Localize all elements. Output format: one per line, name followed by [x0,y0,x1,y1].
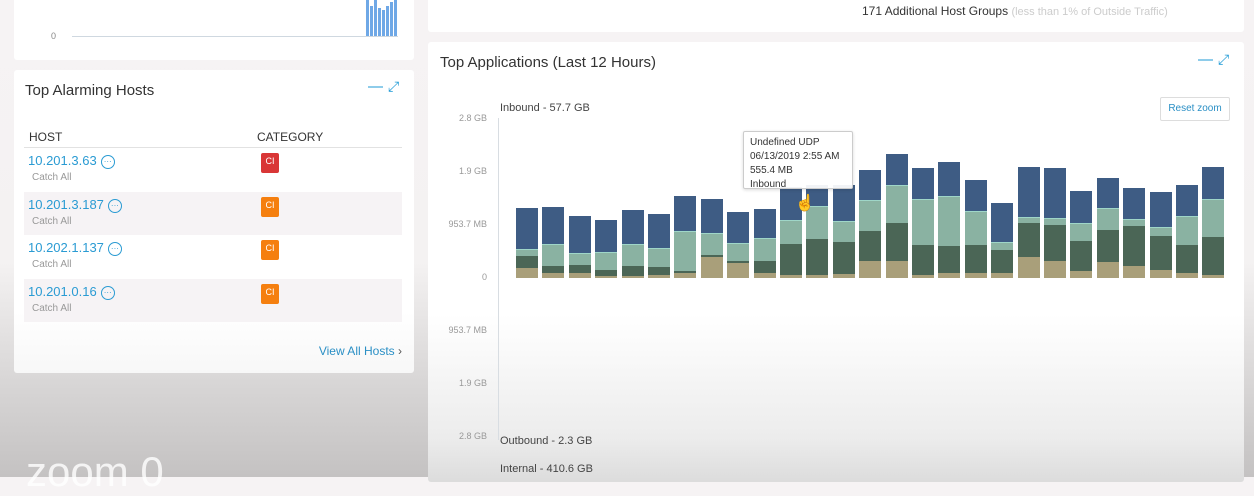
category-badge: CI [261,196,279,217]
mini-bar-chart [366,0,398,36]
host-groups-card: 171 Additional Host Groups (less than 1%… [428,0,1244,32]
card-title: Top Alarming Hosts [25,82,155,99]
mini-bar [366,0,369,36]
table-row: 10.201.3.63 ··· Catch All CI [24,148,402,191]
table-row: 10.201.0.16 ··· Catch All CI [24,278,402,322]
category-badge: CI [261,283,279,304]
host-link[interactable]: 10.202.1.137 ··· [28,240,122,256]
mini-bar [394,0,397,36]
category-badge: CI [261,153,279,173]
reset-zoom-button[interactable]: Reset zoom [1160,97,1230,121]
mini-bar [390,2,393,36]
header-divider [24,147,402,148]
mini-bar [382,10,385,36]
more-options-icon[interactable]: ··· [100,155,115,169]
traffic-card: 0 [14,0,414,60]
y-axis-zero-label: 0 [51,31,57,41]
axis-baseline [72,36,398,37]
mini-bar [378,8,381,36]
table-row: 10.202.1.137 ··· Catch All CI [24,235,402,278]
mini-bar [386,6,389,36]
card-title: Top Applications (Last 12 Hours) [440,54,656,71]
host-link[interactable]: 10.201.3.63 ··· [28,153,115,169]
column-header-category: CATEGORY [257,130,324,144]
minimize-icon[interactable]: — [1198,51,1213,68]
more-options-icon[interactable]: ··· [100,285,115,300]
host-group: Catch All [32,215,72,227]
host-link[interactable]: 10.201.0.16 ··· [28,284,115,300]
host-group: Catch All [32,302,72,314]
additional-host-groups: 171 Additional Host Groups (less than 1%… [862,4,1168,18]
zoom-overlay-text: zoom 0 [26,448,164,495]
view-all-hosts-link[interactable]: View All Hosts › [318,344,402,358]
mini-bar [374,0,377,36]
mini-bar [370,6,373,36]
minimize-icon[interactable]: — [368,78,383,95]
host-group: Catch All [32,172,72,183]
expand-icon[interactable]: ⤢ [1218,51,1230,67]
top-alarming-hosts-card: Top Alarming Hosts — ⤢ HOST CATEGORY 10.… [14,70,414,373]
column-header-host: HOST [29,130,63,144]
table-row: 10.201.3.187 ··· Catch All CI [24,191,402,235]
top-applications-card: Top Applications (Last 12 Hours) — ⤢ Res… [428,42,1244,482]
more-options-icon[interactable]: ··· [107,198,122,213]
chevron-right-icon: › [398,344,402,358]
category-badge: CI [261,240,279,260]
host-group: Catch All [32,259,72,270]
host-link[interactable]: 10.201.3.187 ··· [28,197,122,213]
more-options-icon[interactable]: ··· [107,242,122,256]
expand-icon[interactable]: ⤢ [388,78,400,94]
